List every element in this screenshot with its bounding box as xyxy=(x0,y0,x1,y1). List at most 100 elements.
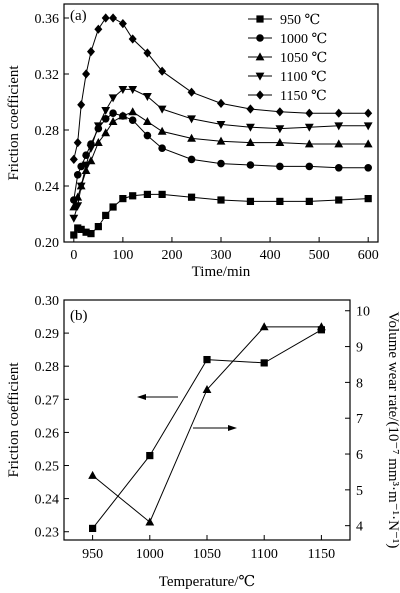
data-point xyxy=(143,190,152,198)
y2-tick-label: 5 xyxy=(356,484,363,499)
data-point xyxy=(217,196,225,204)
data-point xyxy=(146,451,154,460)
data-point xyxy=(69,154,78,164)
data-point xyxy=(73,138,82,148)
data-point xyxy=(246,138,255,146)
data-point xyxy=(275,138,285,146)
data-point xyxy=(87,230,95,238)
data-point xyxy=(334,122,344,131)
data-point xyxy=(73,202,83,211)
data-point xyxy=(73,171,82,179)
data-point xyxy=(259,322,269,331)
data-point xyxy=(158,190,166,198)
data-point xyxy=(82,228,90,236)
arrow-left-head xyxy=(137,394,146,400)
legend-marker xyxy=(255,72,265,81)
data-point xyxy=(109,109,117,117)
y-tick-label: 0.28 xyxy=(35,124,60,139)
y-tick-label: 0.27 xyxy=(35,393,60,408)
data-point xyxy=(276,162,284,171)
data-point xyxy=(158,66,167,76)
data-point xyxy=(101,115,110,123)
data-point xyxy=(109,13,118,23)
data-point xyxy=(246,104,255,114)
y2-tick-label: 6 xyxy=(356,448,363,463)
data-point xyxy=(82,69,91,79)
data-point xyxy=(143,131,152,140)
data-point xyxy=(101,128,111,137)
x-tick-label: 0 xyxy=(70,248,77,263)
data-point xyxy=(216,136,226,145)
data-point xyxy=(81,161,91,170)
legend-marker xyxy=(256,15,264,23)
data-point xyxy=(217,98,225,108)
x-tick-label: 500 xyxy=(309,248,330,263)
data-point xyxy=(143,93,152,101)
data-point xyxy=(93,138,103,146)
data-point xyxy=(101,107,111,115)
data-point xyxy=(364,164,372,172)
x-tick-label: 1000 xyxy=(136,547,164,562)
data-point xyxy=(88,470,97,479)
y-tick-label: 0.24 xyxy=(35,180,60,195)
x-tick-label: 300 xyxy=(211,248,232,263)
y2-tick-label: 8 xyxy=(356,376,363,391)
data-point xyxy=(246,123,255,132)
data-point xyxy=(70,231,78,239)
x-tick-label: 1100 xyxy=(250,547,277,562)
data-point xyxy=(129,192,137,200)
data-point xyxy=(109,203,117,211)
x-tick-label: 100 xyxy=(112,248,133,263)
data-point xyxy=(128,34,137,44)
data-point xyxy=(93,122,103,131)
y-tick-label: 0.25 xyxy=(35,460,60,475)
y2-tick-label: 7 xyxy=(356,412,363,427)
x-axis-label: Temperature/℃ xyxy=(159,574,256,590)
data-point xyxy=(335,196,343,204)
data-point xyxy=(118,111,128,120)
data-point xyxy=(304,139,314,148)
data-point xyxy=(73,192,83,201)
x-tick-label: 600 xyxy=(358,248,379,263)
data-point xyxy=(363,122,373,131)
legend-label: 1100 ℃ xyxy=(280,70,327,85)
data-point xyxy=(276,197,284,205)
data-point xyxy=(187,193,196,201)
legend-marker xyxy=(256,34,264,42)
data-point xyxy=(334,108,343,118)
data-point xyxy=(102,211,110,219)
data-point xyxy=(187,155,196,164)
data-point xyxy=(275,107,284,117)
data-point xyxy=(81,166,91,174)
data-point xyxy=(76,182,86,191)
data-point xyxy=(334,164,343,172)
chart-panel-a: 0 100 200 300 400 500 600 0.20 0.24 0.28 0.32 0.36 T… xyxy=(6,3,379,280)
data-point xyxy=(246,197,255,205)
data-point xyxy=(108,94,118,103)
x-tick-label: 1150 xyxy=(308,547,335,562)
panel-label: (b) xyxy=(70,308,88,324)
data-point xyxy=(363,139,373,148)
y-tick-label: 0.30 xyxy=(35,294,60,309)
data-point xyxy=(317,322,326,331)
y-tick-label: 0.20 xyxy=(35,236,60,251)
y-tick-label: 0.32 xyxy=(35,68,60,83)
data-point xyxy=(216,121,226,129)
data-point xyxy=(157,105,167,114)
data-point xyxy=(275,125,285,134)
data-point xyxy=(101,13,110,23)
data-point xyxy=(145,517,155,526)
data-point xyxy=(143,117,152,125)
data-point xyxy=(157,126,167,135)
data-point xyxy=(69,214,79,223)
y-tick-label: 0.23 xyxy=(35,526,60,541)
data-point xyxy=(260,359,268,367)
data-point xyxy=(202,384,212,393)
data-point xyxy=(187,87,196,97)
legend-label: 950 ℃ xyxy=(280,13,320,28)
y-tick-label: 0.26 xyxy=(35,426,60,441)
data-point xyxy=(119,195,127,203)
data-point xyxy=(69,202,79,211)
data-point xyxy=(246,161,255,169)
data-point xyxy=(77,100,86,110)
